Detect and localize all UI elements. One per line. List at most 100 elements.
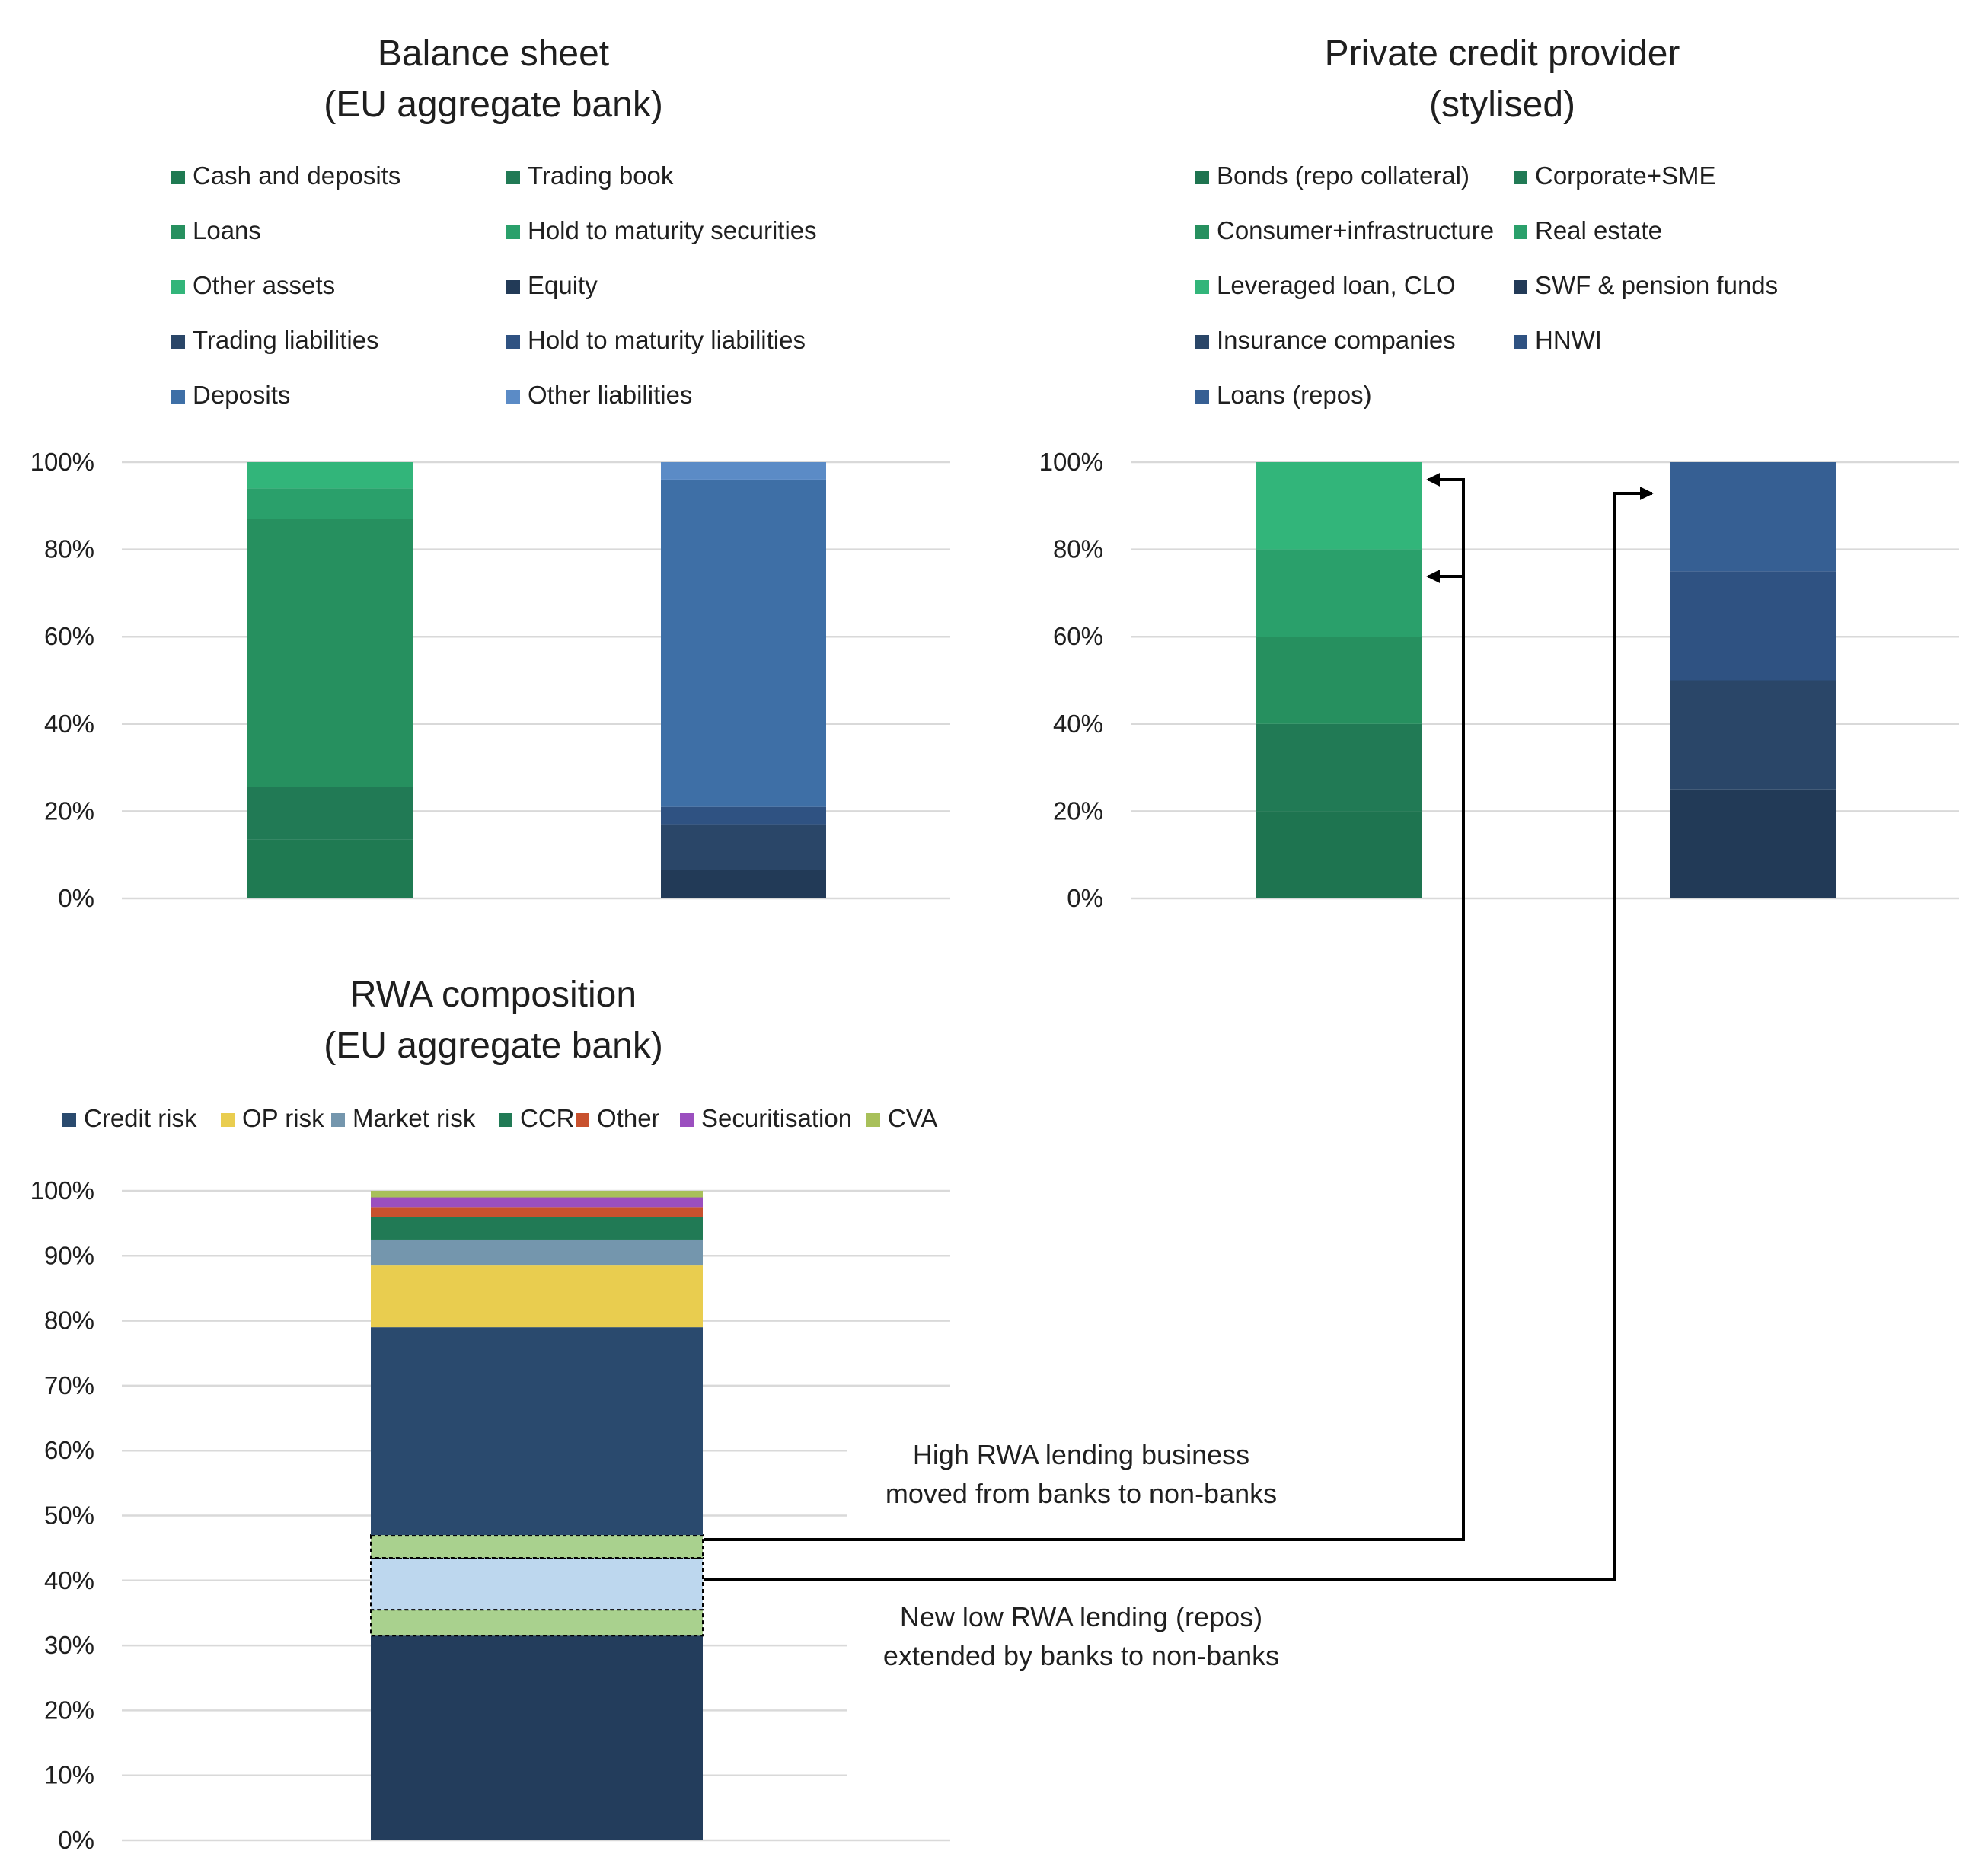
legend-swatch-cash-and-deposits (171, 171, 185, 184)
legend-label-other: Other (597, 1104, 660, 1132)
bar-segment-hold-to-maturity-securities (247, 488, 413, 519)
legend-swatch-insurance-companies (1195, 335, 1209, 349)
legend-label-other-liabilities: Other liabilities (528, 381, 692, 409)
y-tick-label: 40% (44, 710, 94, 738)
private-credit-chart: Private credit provider (stylised) Bonds… (1039, 34, 1959, 912)
legend-label-hold-to-maturity-securities: Hold to maturity securities (528, 216, 817, 244)
y-tick-label: 80% (1053, 535, 1103, 563)
high-rwa-annotation-line2: moved from banks to non-banks (886, 1478, 1277, 1509)
bar-segment-trading-liabilities (661, 824, 826, 870)
legend-label-cva: CVA (888, 1104, 937, 1132)
rwa-title: RWA composition (350, 975, 637, 1015)
legend-label-swf-pension-funds: SWF & pension funds (1535, 271, 1778, 299)
legend-label-credit-risk: Credit risk (84, 1104, 197, 1132)
y-tick-label: 60% (44, 1436, 94, 1464)
y-tick-label: 20% (44, 796, 94, 825)
y-tick-label: 30% (44, 1631, 94, 1659)
legend-swatch-corporate-sme (1514, 171, 1527, 184)
balance-sheet-chart: Balance sheet (EU aggregate bank) Cash a… (30, 34, 950, 912)
y-tick-label: 0% (58, 884, 94, 912)
legend-swatch-hnwi (1514, 335, 1527, 349)
rwa-legend: Credit risk OP risk Market risk CCR Other Sec… (62, 1104, 937, 1132)
legend-label-equity: Equity (528, 271, 598, 299)
bar-segment-other-liabilities (661, 462, 826, 480)
y-tick-label: 80% (44, 535, 94, 563)
legend-label-hnwi: HNWI (1535, 326, 1602, 354)
legend-label-insurance-companies: Insurance companies (1217, 326, 1456, 354)
private-credit-bars (1256, 462, 1836, 898)
bar-segment-consumer-infrastructure (1256, 637, 1422, 724)
bar-segment-equity (661, 870, 826, 898)
balance-sheet-legend: Cash and deposits Trading book Loans Hold t… (171, 161, 817, 409)
y-tick-label: 100% (1039, 448, 1103, 476)
legend-swatch-trading-book (506, 171, 520, 184)
high-rwa-connector-arrow (704, 473, 1465, 1541)
legend-swatch-trading-liabilities (171, 335, 185, 349)
balance-sheet-bars (247, 462, 826, 898)
private-credit-subtitle: (stylised) (1429, 85, 1575, 125)
legend-label-market-risk: Market risk (353, 1104, 476, 1132)
y-tick-label: 60% (44, 622, 94, 650)
legend-label-trading-liabilities: Trading liabilities (193, 326, 379, 354)
legend-swatch-hold-to-maturity-liabilities (506, 335, 520, 349)
legend-swatch-other (576, 1113, 589, 1127)
bar-segment-swf-pension-funds (1670, 789, 1836, 898)
y-tick-label: 100% (30, 448, 94, 476)
rwa-bars (370, 1191, 704, 1840)
bar-segment-new-low-rwa-lending-repos (370, 1609, 704, 1637)
bar-segment-new-low-rwa-lending-repos (370, 1556, 704, 1611)
bar-segment-hold-to-maturity-liabilities (661, 806, 826, 825)
legend-swatch-swf-pension-funds (1514, 280, 1527, 294)
low-rwa-annotation-line2: extended by banks to non-banks (883, 1640, 1279, 1671)
legend-swatch-loans-repos (1195, 390, 1209, 404)
y-tick-label: 40% (44, 1566, 94, 1594)
legend-swatch-cva (866, 1113, 880, 1127)
legend-swatch-securitisation (680, 1113, 694, 1127)
bar-segment-credit-risk (371, 1635, 703, 1840)
y-tick-label: 50% (44, 1501, 94, 1530)
legend-swatch-other-liabilities (506, 390, 520, 404)
balance-sheet-y-axis: 0% 20% 40% 60% 80% 100% (30, 448, 94, 912)
private-credit-y-axis: 0% 20% 40% 60% 80% 100% (1039, 448, 1103, 912)
legend-label-loans: Loans (193, 216, 261, 244)
bar-segment-trading-book (247, 787, 413, 840)
legend-label-loans-repos: Loans (repos) (1217, 381, 1372, 409)
y-tick-label: 20% (1053, 796, 1103, 825)
y-tick-label: 60% (1053, 622, 1103, 650)
legend-swatch-market-risk (331, 1113, 345, 1127)
bar-segment-high-rwa-lending-business (370, 1534, 704, 1559)
rwa-y-axis: 0% 10% 20% 30% 40% 50% 60% 70% 80% 90% 100% (30, 1176, 94, 1854)
y-tick-label: 0% (58, 1826, 94, 1854)
y-tick-label: 90% (44, 1241, 94, 1269)
bar-segment-loans-repos (1670, 462, 1836, 572)
bar-segment-cash-and-deposits (247, 839, 413, 898)
y-tick-label: 0% (1067, 884, 1103, 912)
private-credit-legend: Bonds (repo collateral) Corporate+SME Cons… (1195, 161, 1778, 409)
legend-label-deposits: Deposits (193, 381, 290, 409)
bar-segment-securitisation (371, 1197, 703, 1208)
legend-swatch-hold-to-maturity-securities (506, 225, 520, 239)
bar-segment-other (371, 1207, 703, 1217)
bar-segment-market-risk (371, 1239, 703, 1266)
annotations: High RWA lending business moved from ban… (704, 473, 1654, 1671)
bar-segment-cva (371, 1191, 703, 1198)
balance-sheet-subtitle: (EU aggregate bank) (324, 85, 663, 125)
bar-segment-credit-risk (371, 1327, 703, 1536)
legend-label-bonds-repo-collateral: Bonds (repo collateral) (1217, 161, 1469, 190)
legend-swatch-real-estate (1514, 225, 1527, 239)
legend-label-corporate-sme: Corporate+SME (1535, 161, 1716, 190)
legend-swatch-consumer-infrastructure (1195, 225, 1209, 239)
legend-swatch-deposits (171, 390, 185, 404)
legend-label-ccr: CCR (520, 1104, 575, 1132)
legend-label-securitisation: Securitisation (701, 1104, 852, 1132)
bar-segment-bonds-repo-collateral (1256, 811, 1422, 898)
legend-swatch-equity (506, 280, 520, 294)
legend-label-trading-book: Trading book (528, 161, 674, 190)
y-tick-label: 80% (44, 1307, 94, 1335)
bar-segment-ccr (371, 1217, 703, 1240)
legend-swatch-other-assets (171, 280, 185, 294)
bar-segment-hnwi (1670, 571, 1836, 681)
y-tick-label: 40% (1053, 710, 1103, 738)
high-rwa-annotation-line1: High RWA lending business (913, 1439, 1249, 1470)
